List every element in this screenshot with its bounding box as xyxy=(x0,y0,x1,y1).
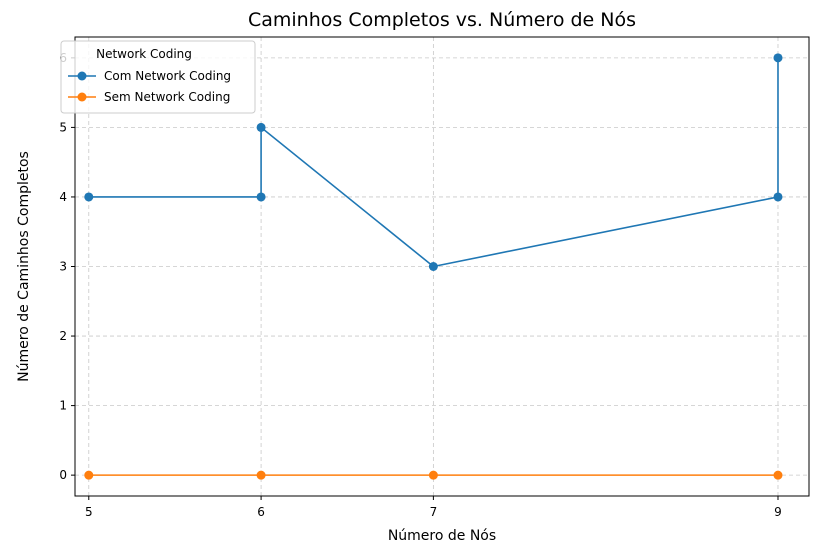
chart-title: Caminhos Completos vs. Número de Nós xyxy=(248,9,636,31)
y-axis-title: Número de Caminhos Completos xyxy=(16,151,32,382)
legend-marker xyxy=(77,92,87,102)
legend-label: Com Network Coding xyxy=(104,69,231,83)
data-point xyxy=(256,122,266,132)
axis-ticks: 56790123456 xyxy=(59,51,781,519)
x-tick-label: 5 xyxy=(85,505,93,519)
data-point xyxy=(84,470,94,480)
legend-box xyxy=(60,40,256,114)
legend-title: Network Coding xyxy=(96,47,192,61)
y-tick-label: 1 xyxy=(59,399,67,413)
series-group xyxy=(84,53,783,480)
data-point xyxy=(428,262,438,271)
y-tick-label: 2 xyxy=(59,329,67,343)
y-tick-label: 3 xyxy=(59,260,67,274)
x-axis-title: Número de Nós xyxy=(388,528,496,544)
series-line xyxy=(88,57,779,268)
legend-entries: Com Network Coding Sem Network Coding xyxy=(68,69,231,104)
legend-entry: Sem Network Coding xyxy=(68,90,230,104)
y-tick-label: 0 xyxy=(59,468,67,482)
data-point xyxy=(428,470,438,480)
legend: Network Coding Com Network Coding Sem Net… xyxy=(60,40,256,114)
y-tick-label: 4 xyxy=(59,190,67,204)
data-point xyxy=(773,53,783,63)
data-point xyxy=(84,192,94,202)
series-1 xyxy=(84,53,783,271)
series-2 xyxy=(84,470,783,480)
legend-label: Sem Network Coding xyxy=(104,90,230,104)
data-point xyxy=(773,470,783,480)
x-tick-label: 9 xyxy=(774,505,782,519)
legend-marker xyxy=(77,71,87,81)
data-point xyxy=(256,470,266,480)
x-tick-label: 7 xyxy=(430,505,438,519)
x-tick-label: 6 xyxy=(257,505,265,519)
legend-entry: Com Network Coding xyxy=(68,69,231,83)
data-point xyxy=(256,192,266,202)
y-tick-label: 5 xyxy=(59,120,67,134)
data-point xyxy=(773,192,783,202)
